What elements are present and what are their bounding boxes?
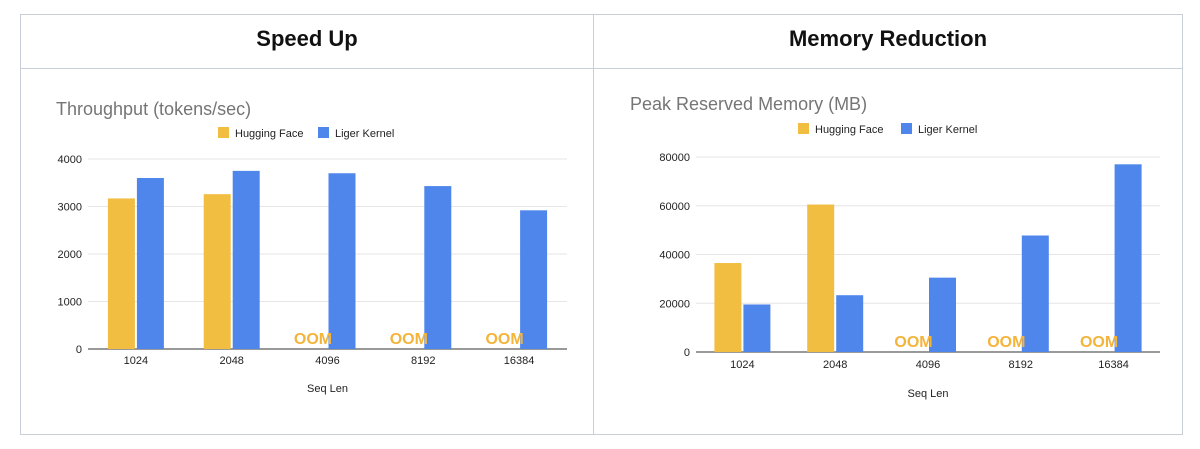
bar-liger-kernel-8192 [424, 186, 452, 349]
legend-label-1: Liger Kernel [918, 124, 977, 136]
y-tick-label: 0 [684, 347, 690, 359]
legend-swatch-1 [318, 127, 329, 138]
y-tick-label: 20000 [659, 298, 690, 310]
x-tick-label: 1024 [124, 355, 148, 367]
oom-label-4096: OOM [294, 331, 332, 348]
y-tick-label: 40000 [659, 250, 690, 262]
bar-liger-kernel-2048 [232, 170, 260, 349]
oom-label-8192: OOM [390, 331, 428, 348]
y-tick-label: 60000 [659, 201, 690, 213]
bar-liger-kernel-4096 [929, 277, 956, 352]
y-tick-label: 4000 [58, 154, 82, 166]
chart-title: Peak Reserved Memory (MB) [630, 94, 867, 114]
y-tick-label: 0 [76, 344, 82, 356]
y-tick-label: 3000 [58, 202, 82, 214]
legend-swatch-0 [798, 123, 809, 134]
comparison-frame [20, 14, 1183, 435]
bar-liger-kernel-4096 [328, 173, 356, 349]
bar-liger-kernel-16384 [1114, 164, 1142, 352]
bar-hugging-face-1024 [714, 263, 742, 352]
bar-liger-kernel-1024 [743, 304, 771, 352]
y-tick-label: 1000 [58, 297, 82, 309]
oom-label-16384: OOM [1080, 334, 1118, 351]
header-divider [20, 68, 1183, 69]
bar-liger-kernel-8192 [1021, 235, 1049, 352]
x-tick-label: 4096 [916, 359, 940, 371]
bar-liger-kernel-1024 [136, 178, 164, 349]
legend-swatch-1 [901, 123, 912, 134]
x-tick-label: 4096 [315, 355, 339, 367]
legend-label-1: Liger Kernel [335, 128, 394, 140]
bar-liger-kernel-16384 [520, 210, 548, 349]
x-tick-label: 16384 [504, 355, 535, 367]
legend-label-0: Hugging Face [815, 124, 884, 136]
oom-label-4096: OOM [894, 334, 932, 351]
speed-up-title: Speed Up [256, 26, 358, 51]
memory-reduction-title: Memory Reduction [788, 26, 988, 51]
x-tick-label: 2048 [823, 359, 847, 371]
x-axis-label: Seq Len [908, 388, 949, 400]
y-tick-label: 2000 [58, 249, 82, 261]
chart-title: Throughput (tokens/sec) [56, 99, 251, 119]
x-tick-label: 8192 [1009, 359, 1033, 371]
bar-hugging-face-1024 [107, 198, 135, 349]
legend-label-0: Hugging Face [235, 128, 304, 140]
oom-label-16384: OOM [485, 331, 523, 348]
x-tick-label: 8192 [411, 355, 435, 367]
legend-swatch-0 [218, 127, 229, 138]
x-axis-label: Seq Len [307, 383, 348, 395]
bar-liger-kernel-2048 [836, 295, 864, 352]
x-tick-label: 2048 [219, 355, 243, 367]
y-tick-label: 80000 [659, 152, 690, 164]
panel-divider-vertical [593, 14, 594, 435]
x-tick-label: 1024 [730, 359, 754, 371]
bar-hugging-face-2048 [807, 204, 835, 352]
x-tick-label: 16384 [1098, 359, 1129, 371]
oom-label-8192: OOM [987, 334, 1025, 351]
bar-hugging-face-2048 [203, 194, 231, 349]
